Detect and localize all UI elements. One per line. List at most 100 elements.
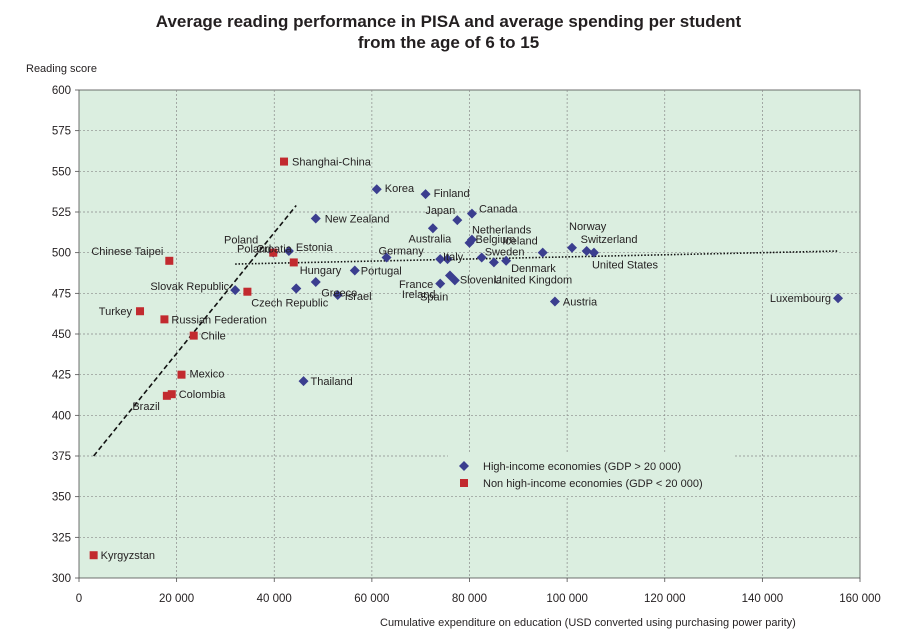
point-label-canada: Canada [479, 204, 518, 216]
point-austria [549, 296, 560, 307]
y-tick-label: 350 [52, 492, 71, 504]
point-label-croatia: Croatia [256, 243, 292, 255]
point-label-ireland: Ireland [402, 289, 436, 301]
point-label-korea: Korea [385, 183, 415, 195]
point-luxembourg [833, 293, 844, 304]
y-tick-label: 400 [52, 410, 71, 422]
point-chinese-taipei [165, 256, 174, 265]
chart-title: Average reading performance in PISA and … [155, 12, 742, 31]
point-label-mexico: Mexico [190, 369, 225, 381]
point-label-switzerland: Switzerland [581, 234, 638, 246]
y-tick-label: 425 [52, 370, 71, 382]
point-shanghai-china [280, 157, 289, 166]
point-belgium [464, 237, 475, 248]
point-poland [269, 248, 278, 257]
point-label-czech-republic: Czech Republic [251, 297, 329, 309]
y-tick-label: 525 [52, 207, 71, 219]
point-label-estonia: Estonia [296, 242, 334, 254]
x-tick-label: 100 000 [546, 593, 588, 605]
point-label-iceland: Iceland [502, 236, 537, 248]
x-axis-title: Cumulative expenditure on education (USD… [380, 617, 796, 629]
y-tick-label: 325 [52, 532, 71, 544]
point-label-germany: Germany [379, 246, 425, 258]
point-label-turkey: Turkey [99, 306, 133, 318]
point-label-norway: Norway [569, 221, 607, 233]
point-new-zealand [310, 213, 321, 224]
point-czech-republic [243, 287, 252, 296]
point-label-united-states: United States [592, 260, 659, 272]
point-iceland [537, 247, 548, 258]
legend-label: Non high-income economies (GDP < 20 000) [483, 478, 703, 490]
point-israel [332, 289, 343, 300]
point-czech-republic [291, 283, 302, 294]
point-sweden [476, 252, 487, 263]
point-spain [435, 278, 446, 289]
point-france [435, 254, 446, 265]
point-slovenia [449, 275, 460, 286]
point-label-belgium: Belgium [476, 234, 516, 246]
point-label-austria: Austria [563, 296, 598, 308]
y-tick-label: 375 [52, 451, 71, 463]
point-label-israel: Israel [345, 291, 372, 303]
x-tick-label: 160 000 [839, 593, 881, 605]
point-label-japan: Japan [425, 205, 455, 217]
point-ireland [442, 254, 453, 265]
point-label-netherlands: Netherlands [472, 225, 532, 237]
x-tick-label: 60 000 [354, 593, 389, 605]
point-label-new-zealand: New Zealand [325, 214, 390, 226]
point-label-chile: Chile [201, 331, 226, 343]
chart-subtitle: from the age of 6 to 15 [357, 33, 540, 52]
x-tick-label: 40 000 [257, 593, 292, 605]
point-united-states [588, 247, 599, 258]
point-hungary [310, 276, 321, 287]
point-switzerland [581, 246, 592, 257]
point-united-kingdom [488, 257, 499, 268]
trendline-high-income [235, 250, 839, 265]
y-tick-label: 550 [52, 166, 71, 178]
trendlines [93, 204, 839, 457]
point-label-portugal: Portugal [361, 266, 402, 278]
point-russian-federation [160, 315, 169, 324]
legend-marker [460, 479, 468, 487]
point-mexico [177, 370, 186, 379]
point-label-slovenia: Slovenia [460, 274, 503, 286]
point-denmark [501, 255, 512, 266]
gridlines [79, 90, 860, 578]
legend: High-income economies (GDP > 20 000) Non … [448, 452, 734, 496]
point-label-colombia: Colombia [179, 389, 226, 401]
point-label-poland: Poland [224, 235, 258, 247]
point-finland [420, 189, 431, 200]
point-label-brazil: Brazil [132, 401, 160, 413]
legend-box [448, 452, 734, 496]
point-label-russian-federation: Russian Federation [171, 314, 266, 326]
point-australia [427, 223, 438, 234]
point-thailand [298, 376, 309, 387]
point-japan [452, 215, 463, 226]
point-label-france: France [399, 279, 433, 291]
point-label-kyrgyzstan: Kyrgyzstan [101, 550, 155, 562]
point-germany [381, 252, 392, 263]
point-label-slovak-republic: Slovak Republic [150, 281, 229, 293]
x-tick-label: 80 000 [452, 593, 487, 605]
point-colombia [167, 390, 176, 399]
x-tick-label: 20 000 [159, 593, 194, 605]
point-croatia [289, 258, 298, 267]
point-label-thailand: Thailand [311, 376, 353, 388]
y-tick-label: 450 [52, 329, 71, 341]
point-label-hungary: Hungary [300, 265, 342, 277]
y-tick-label: 575 [52, 126, 71, 138]
point-label-chinese-taipei: Chinese Taipei [91, 246, 163, 258]
point-portugal [349, 265, 360, 276]
y-tick-label: 300 [52, 573, 71, 585]
axes: 300 325 350 375 400 425 450 475 500 525 550 575 600 0… [52, 85, 881, 605]
x-tick-label: 140 000 [742, 593, 784, 605]
point-kyrgyzstan [89, 551, 98, 560]
point-label-italy: Italy [443, 251, 464, 263]
point-brazil [162, 391, 171, 400]
point-korea [371, 184, 382, 195]
point-estonia [283, 246, 294, 257]
point-labels: Korea Finland Canada Japan New Zealand Austra… [91, 157, 831, 563]
x-tick-label: 120 000 [644, 593, 686, 605]
point-chile [189, 331, 198, 340]
